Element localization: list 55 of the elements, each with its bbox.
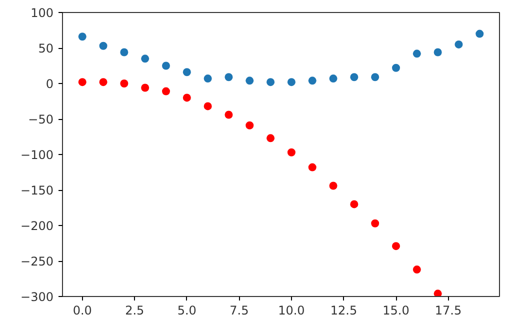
point [287,78,296,86]
point [224,110,233,119]
point [141,84,150,92]
y-tick-label: 100 [30,6,54,20]
point [412,266,421,274]
point [412,50,421,58]
x-tick-label: 17.5 [434,304,462,318]
point [204,74,212,83]
point [246,121,254,130]
point [308,163,316,172]
point [371,219,380,228]
point [204,102,212,110]
point [78,32,86,41]
point [162,87,170,96]
point [476,30,484,38]
x-tick-label: 0.0 [72,304,92,318]
point [454,40,463,48]
point [371,73,380,82]
point [162,62,170,70]
point [434,290,442,296]
y-tick-label: 50 [38,42,54,56]
y-tick-label: −50 [28,112,54,126]
point [308,76,316,85]
x-tick-label: 2.5 [125,304,144,318]
point [120,48,128,56]
y-tick-label: 0 [46,77,54,91]
x-tick-label: 12.5 [330,304,358,318]
point [350,73,358,82]
point [392,242,400,250]
point [246,76,254,85]
y-tick-label: −300 [20,290,54,304]
point [350,200,358,208]
x-tick-label: 7.5 [230,304,249,318]
point [287,148,296,156]
point [266,134,275,142]
y-tick-label: −100 [20,148,54,162]
point [224,73,233,82]
y-tick-label: −150 [20,184,54,198]
point [99,78,108,86]
point [434,48,442,56]
x-tick-label: 5.0 [177,304,196,318]
x-tick-label: 15.0 [382,304,410,318]
point [78,78,86,86]
y-tick-label: −200 [20,219,54,233]
point [329,74,338,83]
y-tick-label: −250 [20,254,54,268]
point [99,42,108,50]
point [392,64,400,72]
x-tick-label: 10.0 [278,304,305,318]
point [182,68,191,76]
point [182,94,191,102]
point [120,80,128,88]
point [329,182,338,190]
point [266,78,275,86]
point [141,54,150,63]
